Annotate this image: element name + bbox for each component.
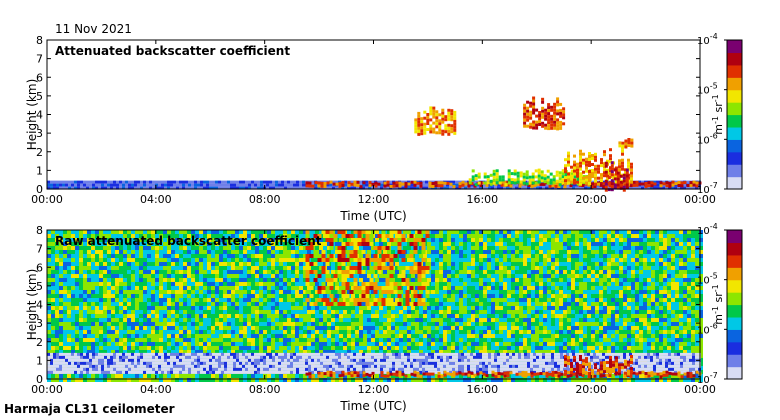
colorbar-tick-label: 10-7 [697,371,718,386]
x-axis-label: Time (UTC) [339,209,406,223]
colorbar-units-label: m-1 sr-1 [711,94,725,134]
feature-cloud [305,370,702,379]
heatmap-cells [47,96,702,192]
y-tick-label: 7 [36,53,43,66]
colorbar-segment [727,267,742,281]
colorbar-segment [727,279,742,293]
colorbar-segment [727,164,742,178]
x-tick-label: 08:00 [249,193,281,206]
colorbar-tick-label: 10-4 [697,32,718,47]
colorbar-segment [727,254,742,268]
x-tick-label: 20:00 [575,383,607,396]
footer-label: Harmaja CL31 ceilometer [4,402,175,416]
feature-cloud [618,138,634,149]
x-tick-label: 16:00 [466,193,498,206]
y-tick-label: 0 [36,183,43,196]
y-tick-label: 6 [36,261,43,274]
panel-title: Raw attenuated backscatter coefficient [55,234,322,248]
x-tick-label: 00:00 [31,383,63,396]
colorbar-segment [727,114,742,128]
colorbar-segment [727,40,742,54]
colorbar-segment [727,316,742,330]
colorbar-tick-label: 10-6 [697,321,718,336]
y-tick-label: 0 [36,373,43,386]
x-tick-label: 00:00 [31,193,63,206]
x-tick-label: 04:00 [140,193,172,206]
y-tick-label: 1 [36,164,43,177]
colorbar-tick-label: 10-7 [697,181,718,196]
x-tick-label: 00:00 [684,193,716,206]
feature-noise_field [47,230,703,382]
y-tick-label: 3 [36,317,43,330]
colorbar-segment [727,139,742,153]
y-tick-label: 5 [36,280,43,293]
feature-cloud [604,161,629,192]
feature-cloud [564,354,633,376]
x-tick-label: 04:00 [140,383,172,396]
colorbar-tick-label: 10-5 [697,82,718,97]
y-tick-label: 5 [36,90,43,103]
colorbar-segment [727,242,742,256]
colorbar-segment [727,304,742,318]
y-tick-label: 2 [36,146,43,159]
colorbar-tick-label: 10-4 [697,222,718,237]
x-tick-label: 12:00 [358,193,390,206]
y-tick-label: 2 [36,336,43,349]
colorbar-segment [727,89,742,103]
panel-title: Attenuated backscatter coefficient [55,44,290,58]
colorbar-frame [726,39,743,190]
x-axis-label: Time (UTC) [339,399,406,413]
y-tick-label: 8 [36,34,43,47]
panel-2: Raw attenuated backscatter coefficient00… [25,222,743,413]
colorbar-units-label: m-1 sr-1 [711,284,725,324]
x-tick-label: 08:00 [249,383,281,396]
y-tick-label: 4 [36,109,43,122]
y-tick-label: 3 [36,127,43,140]
colorbar-tick-label: 10-5 [697,272,718,287]
colorbar-segment [727,52,742,66]
x-tick-label: 20:00 [575,193,607,206]
y-tick-label: 4 [36,299,43,312]
colorbar-segment [727,230,742,244]
y-tick-label: 8 [36,224,43,237]
colorbar-segment [727,354,742,368]
y-tick-label: 1 [36,354,43,367]
date-label: 11 Nov 2021 [55,22,132,36]
y-tick-label: 6 [36,71,43,84]
colorbar-segment [727,292,742,306]
colorbar-segment [727,341,742,355]
colorbar-frame [726,229,743,380]
feature-cloud [523,96,566,131]
y-tick-label: 7 [36,243,43,256]
colorbar: 10-4 10-5 10-6 10-7 m-1 sr-1 [697,222,743,386]
colorbar-segment [727,366,742,380]
y-axis-label: Height (km) [25,79,39,150]
colorbar-segment [727,77,742,91]
heatmap-cells [47,230,703,382]
colorbar-segment [727,102,742,116]
colorbar-segment [727,329,742,343]
colorbar-segment [727,151,742,165]
x-tick-label: 00:00 [684,383,716,396]
colorbar-segment [727,126,742,140]
colorbar-segment [727,176,742,190]
feature-cloud [414,106,457,136]
colorbar-segment [727,64,742,78]
y-axis-label: Height (km) [25,269,39,340]
x-tick-label: 16:00 [466,383,498,396]
colorbar-tick-label: 10-6 [697,131,718,146]
x-tick-label: 12:00 [358,383,390,396]
feature-high_noise [305,230,430,306]
colorbar: 10-4 10-5 10-6 10-7 m-1 sr-1 [697,32,743,196]
